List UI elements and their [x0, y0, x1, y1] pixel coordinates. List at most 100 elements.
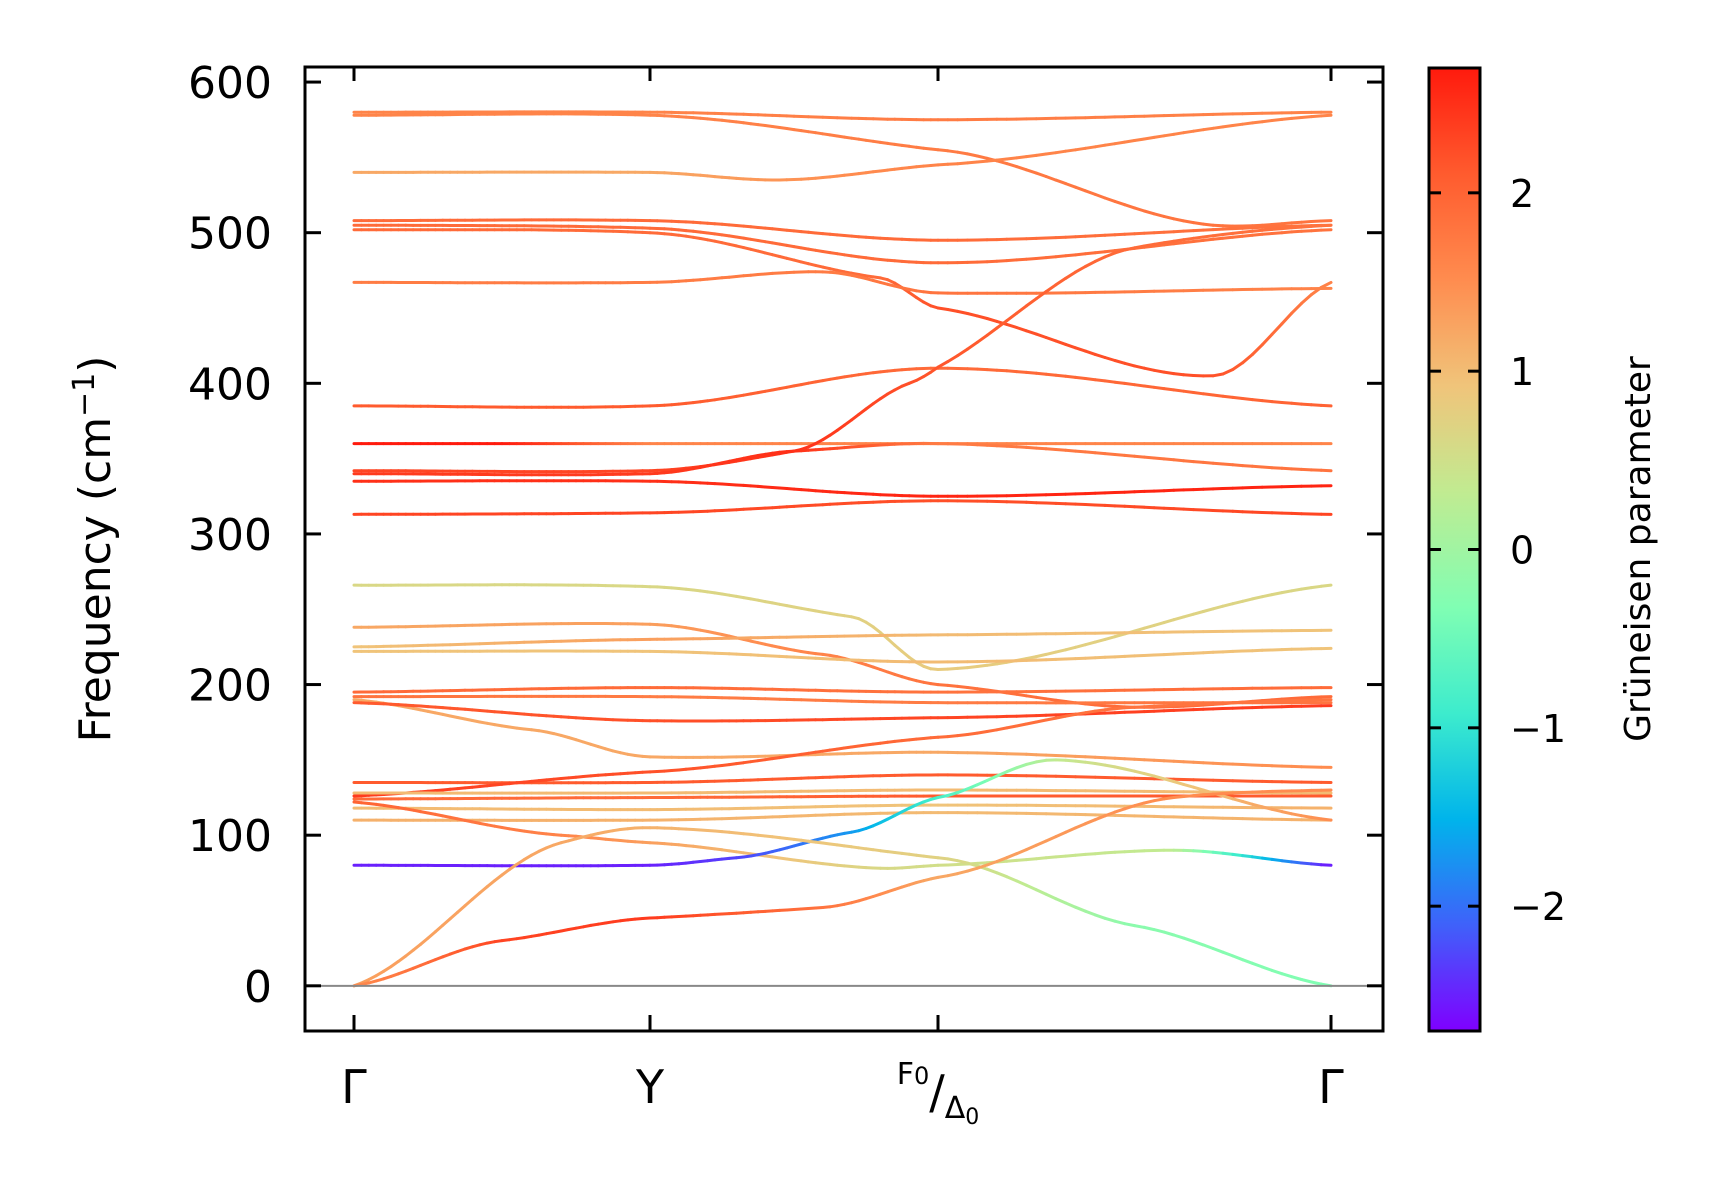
band-30-segment: [1211, 792, 1225, 796]
band-27-segment: [1280, 859, 1294, 864]
band-9-segment: [1142, 242, 1156, 248]
band-12-segment: [1182, 507, 1195, 512]
band-2-segment: [1054, 149, 1068, 155]
colorbar-tick-label: −1: [1510, 707, 1566, 751]
colorbar-tick-label: −2: [1510, 885, 1566, 929]
band-12-segment: [1142, 505, 1156, 510]
band-28-segment: [1280, 810, 1294, 816]
band-10-segment: [1280, 466, 1294, 471]
band-13-segment: [966, 665, 979, 670]
band-7-segment: [1309, 403, 1323, 407]
band-9-segment: [1015, 304, 1028, 315]
band-28-segment: [1290, 812, 1303, 818]
band-29-segment: [985, 867, 999, 875]
y-tick-label: 500: [188, 209, 272, 260]
band-2-segment: [1044, 151, 1058, 156]
band-2-segment: [1064, 148, 1077, 153]
band-9-segment: [956, 347, 969, 358]
band-2-segment: [956, 161, 969, 166]
band-14-segment: [1054, 698, 1068, 703]
band-7-segment: [1113, 380, 1127, 385]
band-1-segment: [1015, 165, 1028, 172]
band-7-segment: [1044, 372, 1058, 377]
band-1-segment: [936, 148, 950, 153]
band-28-segment: [1123, 767, 1136, 773]
band-2-segment: [966, 160, 979, 165]
band-30-segment: [1015, 848, 1028, 856]
band-9-segment: [1083, 259, 1097, 268]
band-4-segment: [1093, 250, 1107, 255]
band-13-segment: [893, 643, 904, 653]
band-4-segment: [1044, 255, 1058, 260]
band-5-segment: [1113, 359, 1127, 365]
band-7-segment: [1064, 374, 1077, 379]
band-22-segment: [1142, 704, 1156, 709]
band-2-segment: [1319, 113, 1333, 118]
band-27-segment: [1270, 857, 1284, 863]
band-2-segment: [1241, 121, 1254, 126]
band-13-segment: [871, 625, 882, 635]
band-1-segment: [1201, 222, 1215, 227]
band-16-segment: [1221, 649, 1235, 654]
band-1-segment: [1309, 219, 1323, 223]
band-22-segment: [1133, 705, 1146, 709]
band-2-segment: [1103, 142, 1117, 147]
hp-label-y: Y: [635, 1060, 665, 1114]
band-13-segment: [900, 649, 911, 659]
band-7-segment: [1054, 373, 1068, 378]
band-1-segment: [1192, 221, 1205, 226]
band-2-segment: [1133, 137, 1146, 142]
band-27-segment: [1192, 849, 1205, 853]
band-4-segment: [1211, 236, 1225, 241]
band-29-segment: [1123, 922, 1136, 928]
band-22-segment: [1103, 707, 1117, 712]
band-27-segment: [1309, 862, 1323, 867]
band-14-segment: [1024, 694, 1038, 699]
band-2-segment: [1005, 156, 1019, 161]
band-4-segment: [1064, 253, 1077, 258]
y-tick-label: 400: [188, 359, 272, 410]
band-5-segment: [1300, 293, 1313, 305]
band-29-segment: [470, 891, 482, 901]
band-5-segment: [1103, 356, 1117, 362]
band-2-segment: [936, 162, 950, 167]
band-13-segment: [1083, 640, 1097, 647]
band-2-segment: [1083, 145, 1097, 150]
band-7-segment: [1300, 402, 1313, 407]
colorbar-tick-label: 0: [1510, 529, 1534, 573]
band-30-segment: [966, 866, 979, 873]
band-2-segment: [1182, 129, 1195, 135]
band-30-segment: [946, 872, 960, 878]
band-28-segment: [946, 791, 960, 797]
band-10-segment: [1123, 453, 1136, 458]
band-27-segment: [1250, 855, 1264, 860]
band-9-segment: [1290, 225, 1303, 230]
band-13-segment: [1113, 632, 1127, 639]
band-28-segment: [1103, 763, 1117, 769]
band-13-segment: [1103, 635, 1117, 641]
band-27-segment: [1201, 849, 1215, 854]
band-29-segment: [396, 954, 408, 963]
band-16-segment: [1083, 656, 1097, 660]
band-5-segment: [1064, 342, 1077, 350]
band-30-segment: [1201, 792, 1215, 797]
band-13-segment: [1054, 648, 1068, 654]
band-28-segment: [1172, 780, 1186, 786]
band-4-segment: [1270, 231, 1284, 235]
band-9-segment: [1123, 246, 1136, 252]
band-28-segment: [1221, 794, 1235, 801]
band-22-segment: [1192, 702, 1205, 706]
band-1-segment: [1182, 219, 1195, 225]
band-2-segment: [1270, 117, 1284, 122]
band-5-segment: [1015, 326, 1028, 333]
band-22-segment: [1054, 714, 1068, 720]
band-5-segment: [1319, 280, 1333, 289]
band-29-segment: [966, 861, 979, 868]
band-10-segment: [1211, 461, 1225, 466]
band-27-segment: [1319, 863, 1333, 867]
band-4-segment: [1250, 232, 1264, 237]
band-30-segment: [1074, 822, 1087, 830]
band-27-segment: [975, 861, 989, 865]
band-28-segment: [975, 779, 989, 787]
